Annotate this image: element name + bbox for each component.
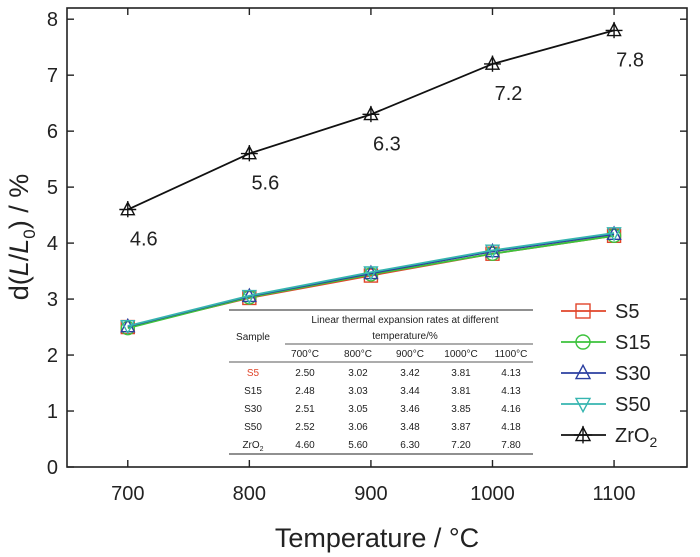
table-header-line1: Linear thermal expansion rates at differ…: [311, 315, 498, 326]
triangle-cross-marker: [119, 200, 137, 218]
table-cell: 2.50: [295, 368, 315, 379]
triangle-down-marker: [606, 227, 622, 242]
square-marker: [575, 303, 591, 319]
table-sample-cell: ZrO2: [242, 440, 263, 453]
table-col-header: 1100°C: [495, 349, 528, 360]
y-tick-label: 0: [47, 457, 58, 479]
circle-marker: [485, 246, 500, 261]
table-cell: 3.48: [400, 422, 420, 433]
table-sample-cell: S15: [244, 386, 262, 397]
y-tick-label: 6: [47, 121, 58, 143]
x-tick-label: 800: [233, 483, 266, 505]
annotations: 4.6 5.6 6.3 7.2 7.8: [130, 49, 644, 250]
table-cell: 4.13: [501, 368, 521, 379]
table-sample-cell: S5: [247, 368, 260, 379]
x-tick-label: 900: [354, 483, 387, 505]
table-col-header: 700°C: [291, 349, 319, 360]
inset-table: Sample Linear thermal expansion rates at…: [229, 309, 533, 455]
legend-item: ZrO2: [561, 425, 657, 450]
x-tick-label: 700: [111, 483, 144, 505]
x-tick-label: 1000: [470, 483, 515, 505]
x-axis-title: Temperature / °C: [275, 523, 479, 553]
table-cell: 3.02: [348, 368, 368, 379]
triangle-up-marker: [574, 363, 592, 380]
table-body: 700°C 800°C 900°C 1000°C 1100°C S5 2.50 3.02 3.4…: [242, 349, 527, 453]
axis-ticks: [67, 8, 687, 468]
triangle-down-marker: [241, 289, 258, 305]
table-cell: 3.85: [451, 404, 471, 415]
data-label: 7.8: [616, 49, 644, 71]
table-cell: 3.44: [400, 386, 420, 397]
table-cell: 3.42: [400, 368, 420, 379]
series-line: [127, 234, 615, 330]
legend: S5 S15 S30 S50 ZrO2: [561, 301, 657, 450]
table-cell: 3.87: [451, 422, 471, 433]
series-s50: [120, 227, 622, 335]
table-cell: 4.18: [501, 422, 521, 433]
series-zro2: [119, 21, 623, 218]
y-tick-label: 4: [47, 233, 58, 255]
triangle-cross-marker: [605, 21, 623, 39]
table-sample-cell: S50: [244, 422, 262, 433]
circle-marker: [120, 320, 135, 336]
y-axis-title: d(L/L0) / %: [4, 174, 39, 301]
table-col-header: 1000°C: [444, 349, 477, 360]
legend-item: S30: [561, 363, 651, 385]
series-layer: [119, 21, 623, 336]
data-label: 6.3: [373, 133, 401, 155]
y-tick-label: 8: [47, 9, 58, 31]
table-cell: 4.16: [501, 404, 521, 415]
circle-marker: [575, 334, 591, 350]
table-cell: 4.60: [295, 440, 315, 451]
triangle-down-marker: [120, 320, 136, 335]
y-tick-label: 1: [47, 401, 58, 423]
triangle-down-marker: [574, 397, 592, 414]
series-line: [127, 232, 615, 327]
table-cell: 4.13: [501, 386, 521, 397]
table-cell: 2.48: [295, 386, 315, 397]
table-sample-cell: S30: [244, 404, 262, 415]
table-cell: 2.52: [295, 422, 315, 433]
table-col-header: 800°C: [344, 349, 372, 360]
table-cell: 3.05: [348, 404, 368, 415]
data-label: 4.6: [130, 229, 158, 251]
triangle-down-marker: [363, 266, 379, 281]
table-cell: 3.46: [400, 404, 420, 415]
table-cell: 3.81: [451, 368, 471, 379]
legend-item: S15: [561, 332, 651, 354]
table-cell: 7.20: [451, 440, 471, 451]
legend-item: S5: [561, 301, 639, 323]
table-header-line2: temperature/%: [372, 331, 438, 342]
data-label: 5.6: [251, 173, 279, 195]
y-tick-label: 7: [47, 65, 58, 87]
table-cell: 3.03: [348, 386, 368, 397]
triangle-cross-marker: [573, 425, 593, 444]
triangle-cross-marker: [240, 144, 258, 162]
x-tick-label: 1100: [593, 483, 636, 505]
triangle-cross-marker: [362, 105, 380, 123]
table-cell: 3.06: [348, 422, 368, 433]
tick-labels: 0 1 2 3 4 5 6 7 8 700 800 900 1000 1100: [47, 9, 636, 505]
table-cell: 5.60: [348, 440, 368, 451]
legend-label: S5: [615, 301, 639, 323]
y-tick-label: 5: [47, 177, 58, 199]
legend-label: ZrO2: [615, 425, 657, 450]
plot-frame: [66, 7, 688, 468]
y-tick-label: 2: [47, 345, 58, 367]
legend-label: S50: [615, 394, 651, 416]
table-sample-header: Sample: [236, 332, 270, 343]
legend-item: S50: [561, 394, 651, 416]
triangle-cross-marker: [484, 55, 501, 72]
triangle-down-marker: [484, 244, 501, 260]
table-cell: 3.81: [451, 386, 471, 397]
legend-label: S15: [615, 332, 651, 354]
legend-label: S30: [615, 363, 651, 385]
table-cell: 6.30: [400, 440, 420, 451]
table-cell: 7.80: [501, 440, 521, 451]
table-col-header: 900°C: [396, 349, 424, 360]
table-cell: 2.51: [295, 404, 315, 415]
y-tick-label: 3: [47, 289, 58, 311]
data-label: 7.2: [495, 83, 523, 105]
